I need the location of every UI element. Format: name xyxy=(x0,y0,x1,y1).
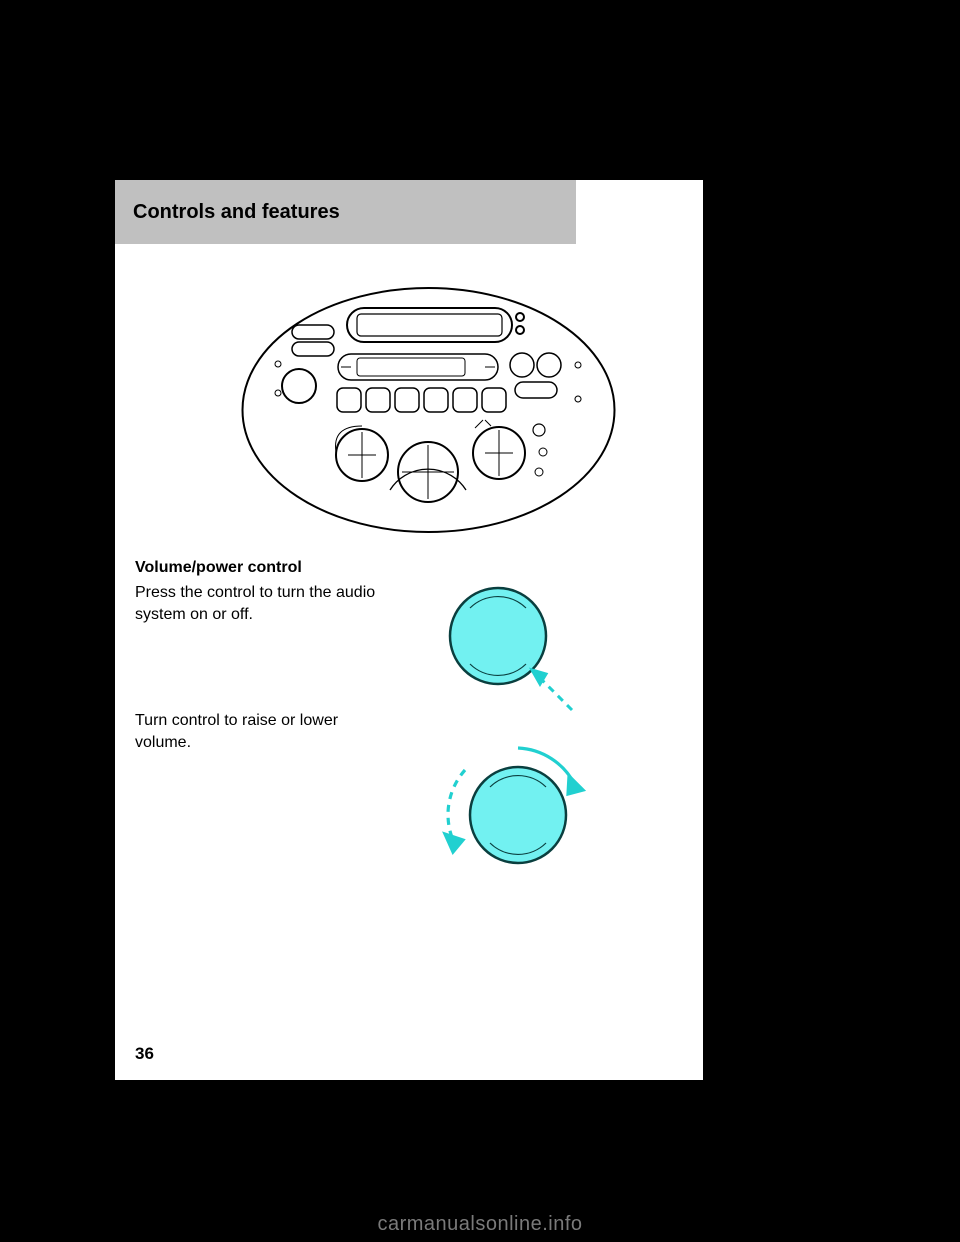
knob-press-diagram xyxy=(440,578,575,713)
volume-paragraph-2: Turn control to raise or lower volume. xyxy=(135,710,395,753)
section-header: Controls and features xyxy=(115,180,576,244)
volume-heading: Volume/power control xyxy=(135,557,302,579)
page-number: 36 xyxy=(135,1044,154,1064)
console-diagram xyxy=(237,280,620,540)
watermark-text: carmanualsonline.info xyxy=(0,1213,960,1236)
volume-paragraph-1: Press the control to turn the audio syst… xyxy=(135,582,395,625)
manual-page: Controls and features xyxy=(115,180,703,1080)
section-title: Controls and features xyxy=(133,201,340,224)
knob-rotate-diagram xyxy=(423,730,598,880)
